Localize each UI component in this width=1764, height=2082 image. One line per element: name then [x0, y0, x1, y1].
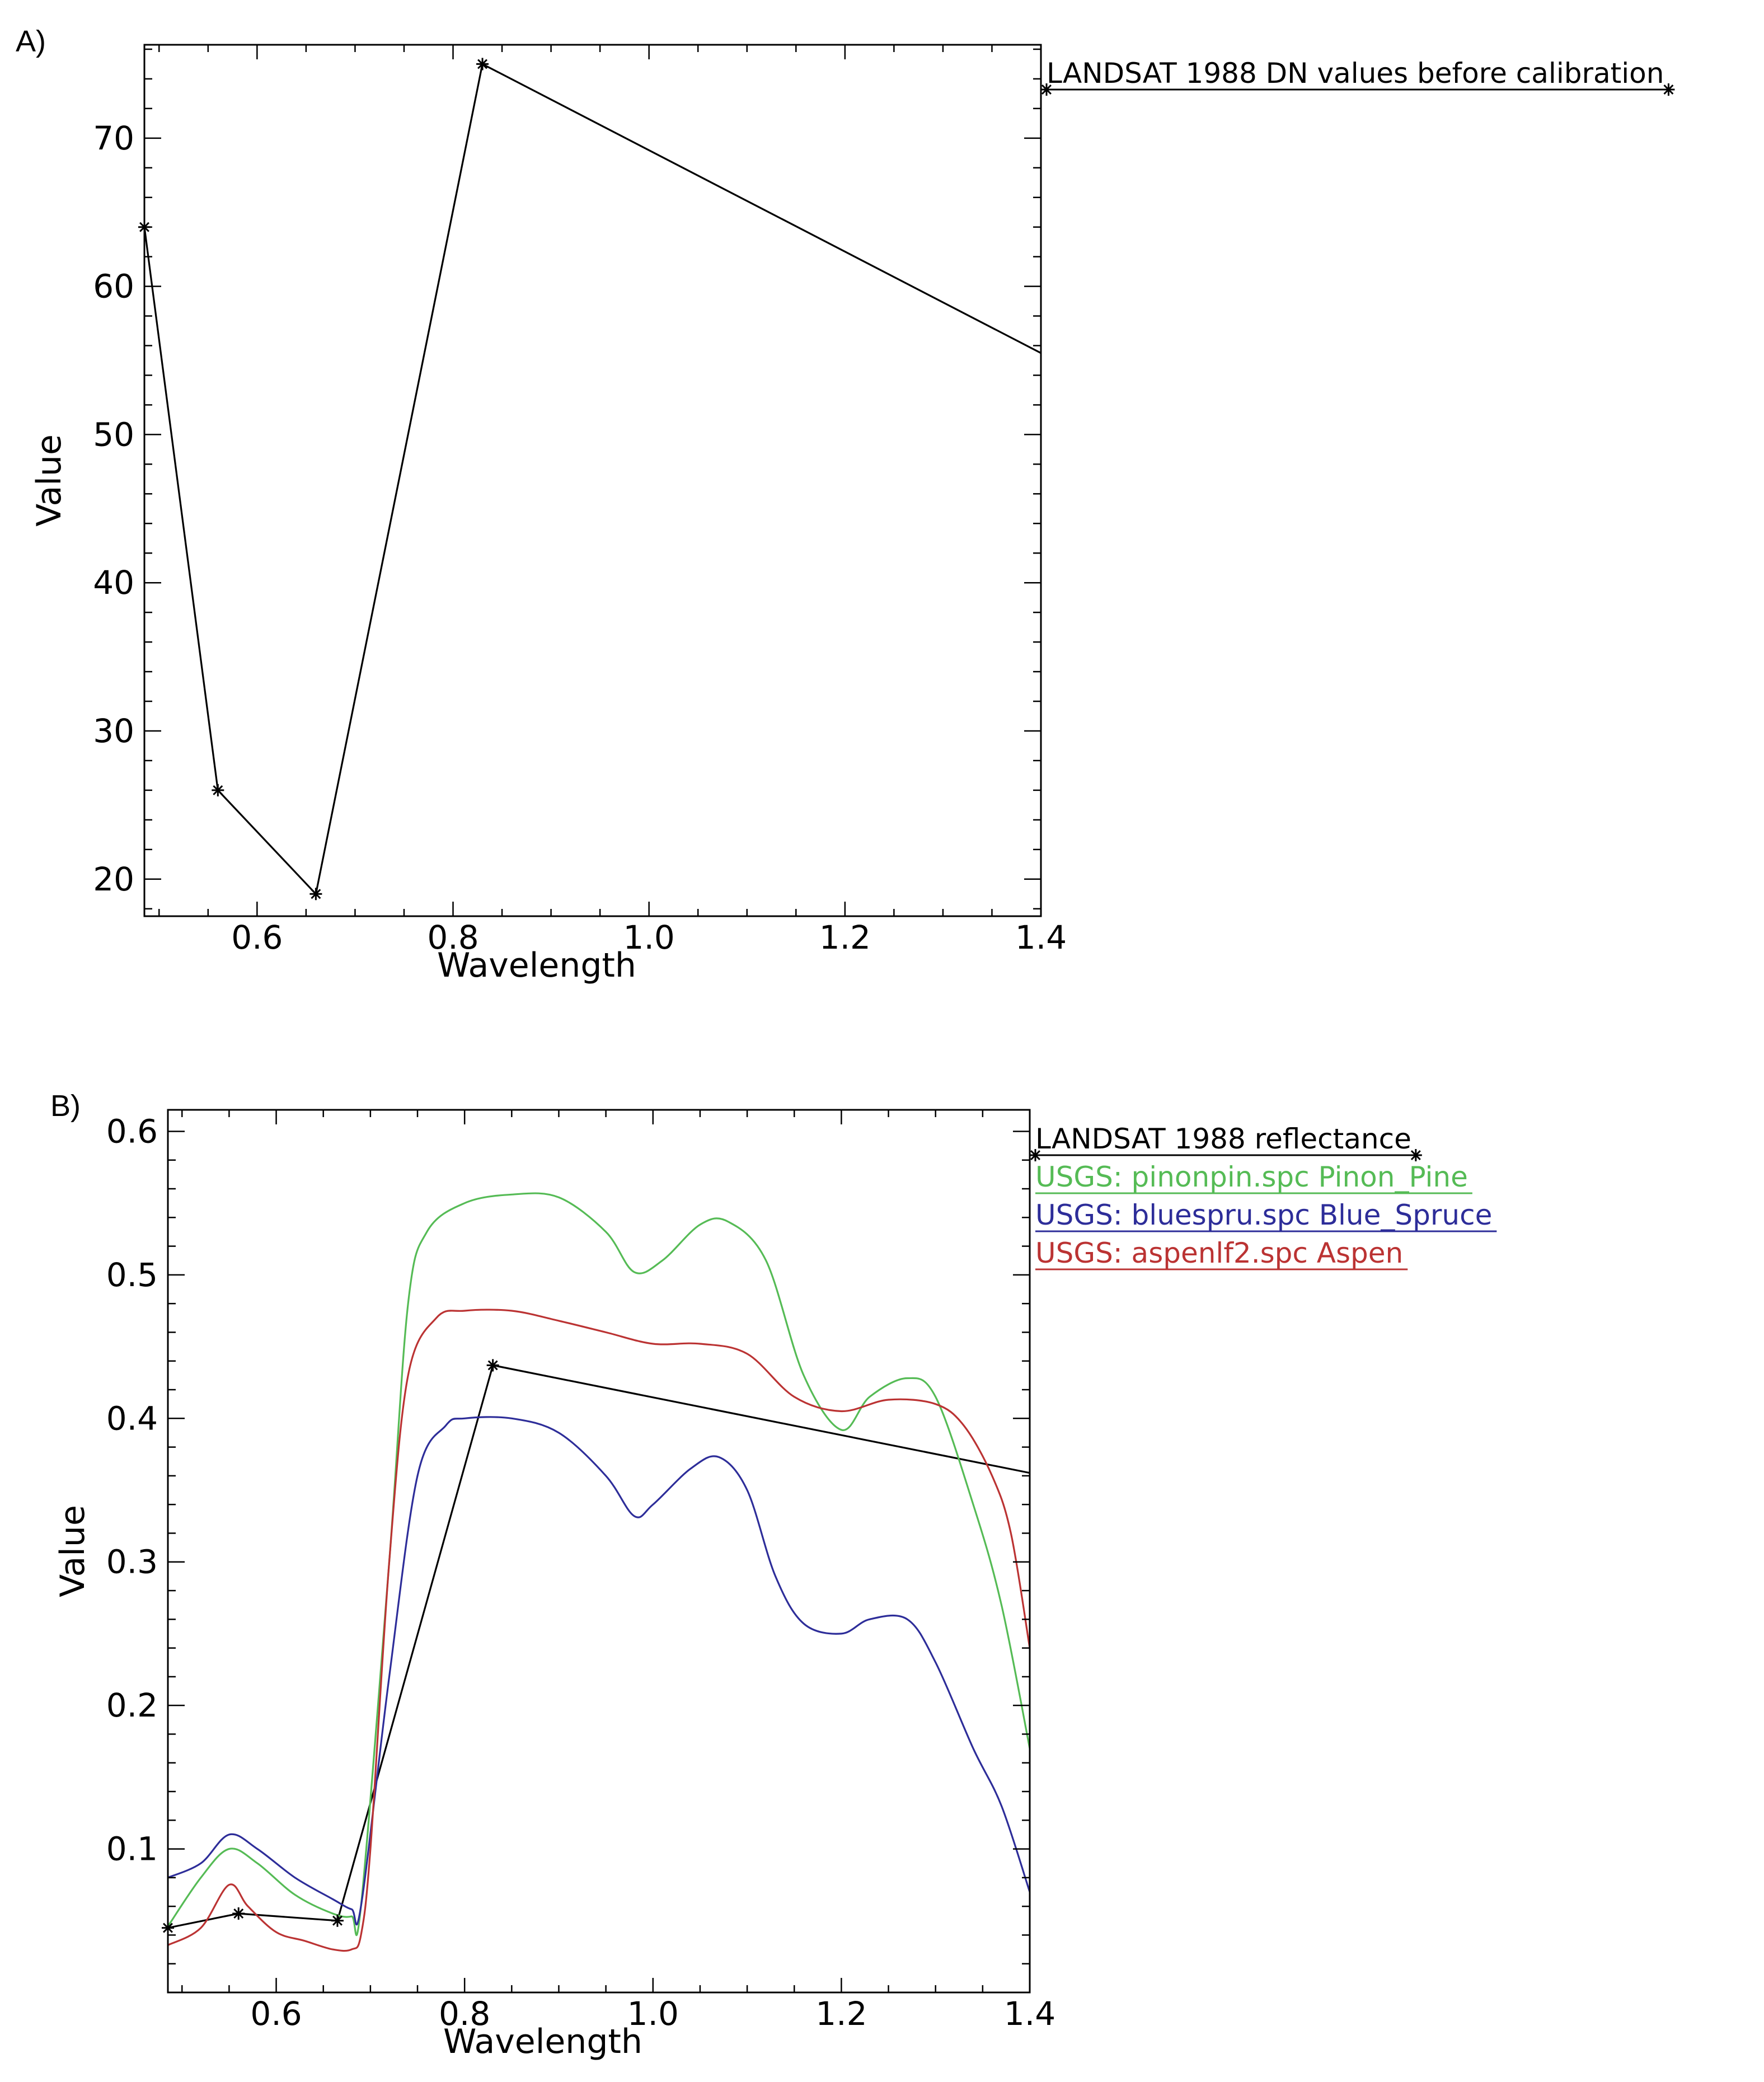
x-tick-label: 1.4: [1004, 1995, 1055, 2033]
y-tick-label: 20: [93, 860, 134, 898]
data-point-0-1: [232, 1907, 245, 1920]
x-tick-label: 0.8: [427, 918, 478, 956]
series-line-2: [168, 1416, 1030, 1926]
x-tick-label: 1.0: [623, 918, 675, 956]
legend-entry-2: USGS: bluespru.spc Blue_Spruce: [1035, 1199, 1492, 1231]
x-tick-label: 0.6: [231, 918, 283, 956]
plot-frame: [143, 44, 1042, 917]
x-tick-label: 1.2: [815, 1995, 867, 2033]
y-tick-label: 40: [93, 564, 134, 602]
data-point-0-2: [309, 888, 322, 901]
x-tick-label: 1.0: [627, 1995, 679, 2033]
series-line-1: [168, 1192, 1030, 1936]
series-line-0: [144, 63, 1041, 895]
y-tick-label: 30: [93, 712, 134, 750]
y-tick-label: 0.6: [106, 1112, 158, 1150]
series-group: [168, 1192, 1030, 1952]
x-tick-label: 0.6: [250, 1995, 302, 2033]
x-tick-label: 0.8: [439, 1995, 490, 2033]
y-tick-label: 0.1: [106, 1830, 158, 1868]
legend-marker-end-0: [1662, 83, 1675, 96]
y-tick-label: 0.2: [106, 1686, 158, 1724]
panel-a-label: A): [16, 25, 46, 58]
y-tick-label: 50: [93, 415, 134, 453]
data-point-0-3: [486, 1359, 499, 1372]
data-point-0-1: [212, 784, 224, 796]
legend-entry-1: USGS: pinonpin.spc Pinon_Pine: [1035, 1161, 1468, 1193]
legend-entry-0: LANDSAT 1988 reflectance: [1035, 1123, 1411, 1155]
series-line-3: [168, 1309, 1030, 1952]
legend-entry-3: USGS: aspenlf2.spc Aspen: [1035, 1237, 1403, 1269]
chart-a: 0.6 0.8 1.0 1.2 1.4 20 30 40 50 60 70 Wavelength Val…: [30, 44, 1675, 985]
y-tick-label: 70: [93, 119, 134, 157]
x-axis-title: Wavelength: [443, 2022, 642, 2061]
series-line-0: [168, 1364, 1030, 1929]
chart-b: 0.6 0.8 1.0 1.2 1.4 0.1 0.2 0.3 0.4 0.5 0.6 Wavelen…: [53, 1109, 1497, 2061]
x-axis-title: Wavelength: [437, 946, 636, 985]
x-tick-label: 1.4: [1015, 918, 1067, 956]
series-group: [144, 63, 1041, 895]
plot-frame: [167, 1109, 1031, 1994]
data-point-0-2: [331, 1914, 344, 1927]
y-tick-label: 0.5: [106, 1256, 158, 1294]
x-tick-label: 1.2: [819, 918, 871, 956]
legend-marker-end-0: [1409, 1149, 1422, 1161]
y-axis-title: Value: [53, 1505, 92, 1597]
legend-entry-0: LANDSAT 1988 DN values before calibratio…: [1047, 57, 1664, 90]
legend-marker-start-0: [1029, 1149, 1041, 1161]
y-axis-title: Value: [30, 434, 69, 527]
legend-marker-start-0: [1040, 83, 1053, 96]
y-tick-label: 60: [93, 268, 134, 306]
y-tick-label: 0.4: [106, 1399, 158, 1437]
data-point-0-3: [476, 58, 489, 71]
y-tick-label: 0.3: [106, 1543, 158, 1581]
panel-b-label: B): [50, 1089, 81, 1123]
